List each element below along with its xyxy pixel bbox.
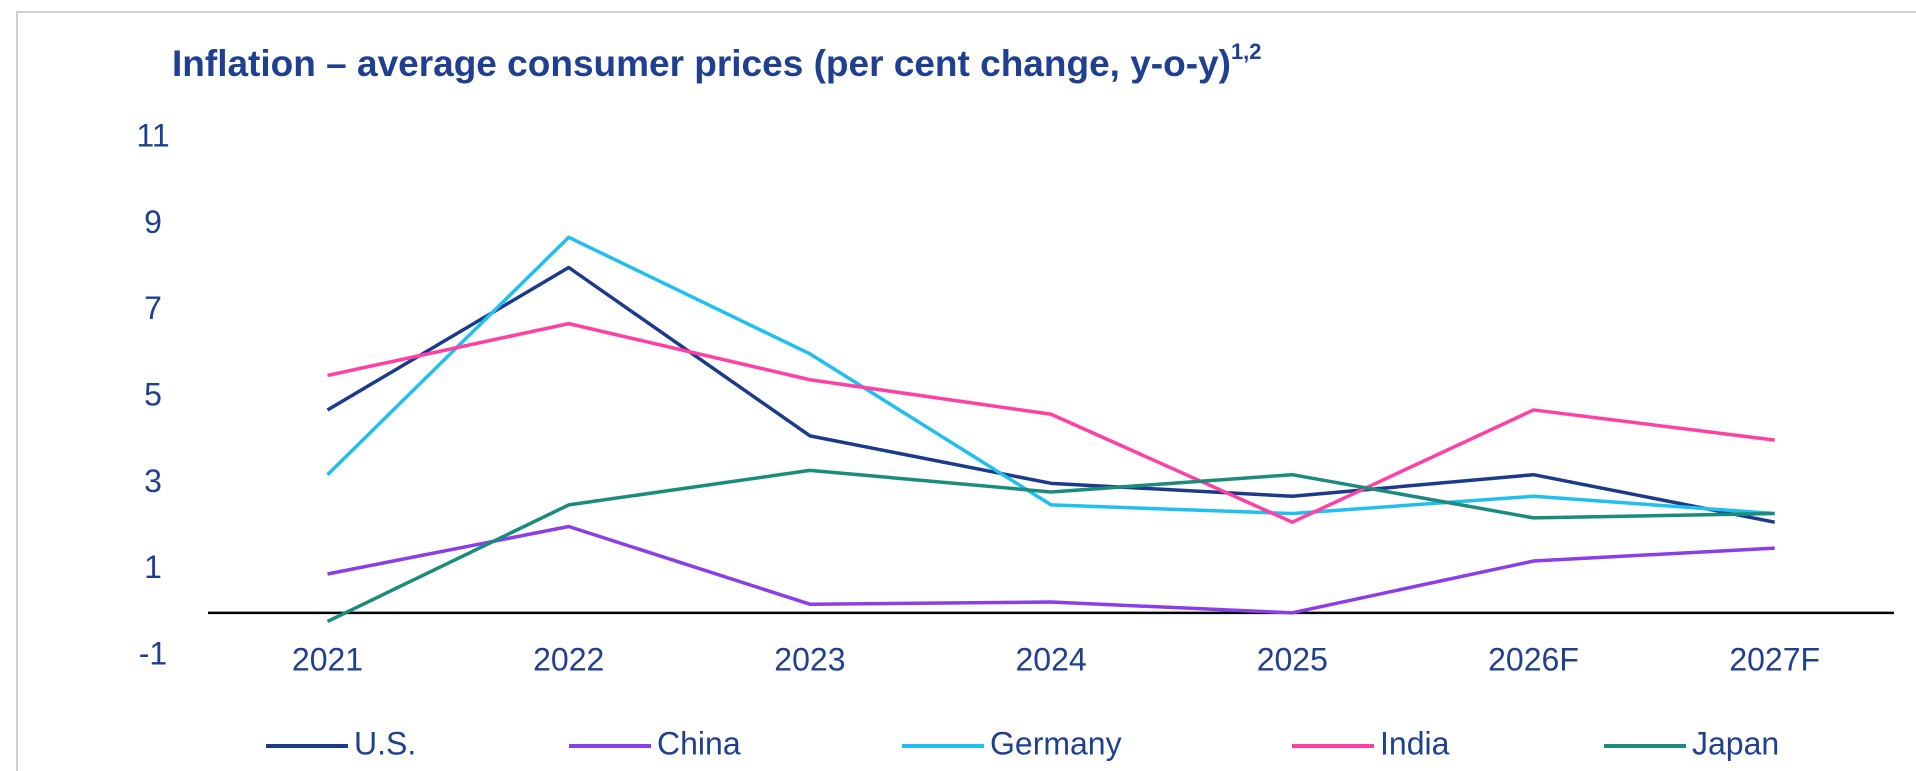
legend-label: Japan [1692, 725, 1779, 761]
legend-label: Germany [990, 725, 1122, 761]
series-line [326, 235, 1775, 516]
legend-label: U.S. [354, 725, 416, 761]
x-tick-label: 2025 [1257, 641, 1328, 677]
x-tick-label: 2027F [1729, 641, 1820, 677]
title-text: Inflation – average consumer prices (per… [172, 43, 1231, 84]
y-tick-label: 1 [144, 549, 162, 585]
y-tick-label: 9 [144, 204, 162, 240]
chart-title: Inflation – average consumer prices (per… [172, 39, 1262, 84]
title-superscript: 1,2 [1231, 39, 1262, 64]
frame [16, 11, 1916, 771]
y-tick-label: 7 [144, 290, 162, 326]
x-tick-label: 2023 [774, 641, 845, 677]
series-line [327, 321, 1775, 524]
x-tick-label: 2024 [1016, 641, 1087, 677]
legend-label: India [1380, 725, 1450, 761]
series-line [326, 265, 1776, 524]
y-tick-label: -1 [139, 635, 167, 671]
x-tick-label: 2021 [292, 641, 363, 677]
series-line [327, 524, 1775, 615]
y-tick-label: 11 [136, 117, 169, 153]
series-line [326, 468, 1775, 624]
x-tick-label: 2022 [533, 641, 604, 677]
legend-label: China [657, 725, 741, 761]
x-tick-label: 2026F [1488, 641, 1579, 677]
y-tick-label: 5 [144, 376, 162, 412]
y-tick-label: 3 [144, 463, 162, 499]
